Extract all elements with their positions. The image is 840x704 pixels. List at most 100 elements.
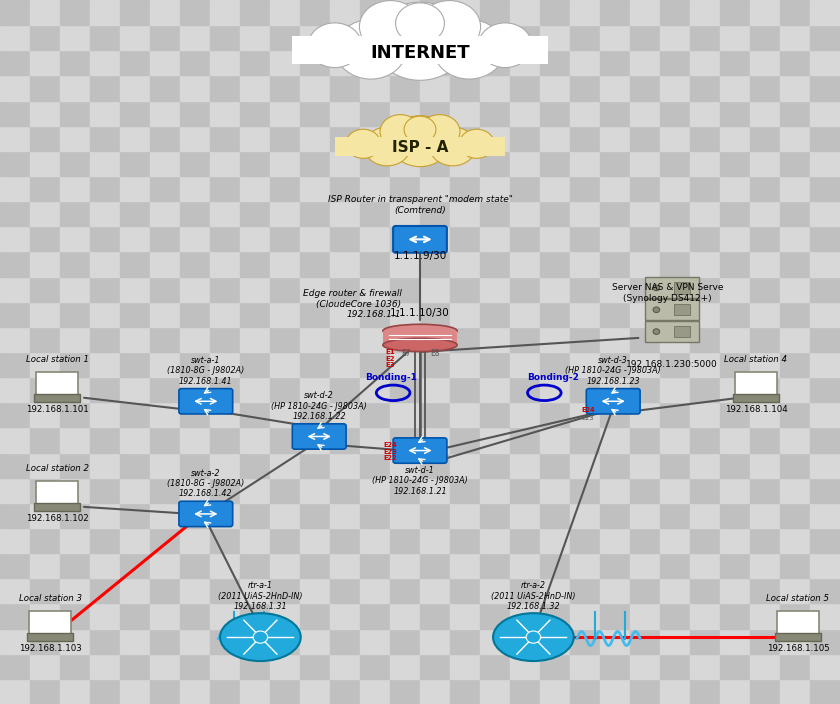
Bar [600, 277, 630, 302]
Bar [120, 654, 150, 679]
Bar [390, 377, 420, 402]
Text: 192.168.1.102: 192.168.1.102 [26, 514, 88, 523]
Bar [570, 352, 600, 377]
Bar [270, 327, 300, 352]
Bar [210, 578, 240, 603]
Bar [90, 0, 120, 25]
Bar [600, 352, 630, 377]
Bar [120, 0, 150, 25]
Bar [690, 654, 720, 679]
Bar [150, 50, 180, 75]
Bar [60, 603, 90, 629]
Bar [660, 251, 690, 277]
Text: swt-a-1
(1810-8G - J9802A)
192.168.1.41: swt-a-1 (1810-8G - J9802A) 192.168.1.41 [167, 356, 244, 386]
Bar [120, 151, 150, 176]
Bar [360, 377, 390, 402]
Bar [450, 201, 480, 226]
Bar [120, 75, 150, 101]
Bar [780, 50, 810, 75]
Bar [450, 176, 480, 201]
Bar [780, 679, 810, 704]
Bar [390, 578, 420, 603]
FancyBboxPatch shape [777, 611, 819, 636]
Text: Local station 2: Local station 2 [26, 464, 89, 473]
Bar [0, 427, 30, 453]
FancyBboxPatch shape [36, 372, 78, 397]
Text: Local station 3: Local station 3 [18, 594, 82, 603]
Bar [450, 478, 480, 503]
Bar [390, 50, 420, 75]
FancyBboxPatch shape [393, 438, 447, 463]
Bar [780, 553, 810, 578]
Bar [690, 352, 720, 377]
Bar [330, 453, 360, 478]
Bar [360, 402, 390, 427]
Bar [90, 352, 120, 377]
Bar [0, 503, 30, 528]
Bar [30, 151, 60, 176]
Bar [450, 603, 480, 629]
Bar [60, 50, 90, 75]
Bar [0, 277, 30, 302]
FancyBboxPatch shape [674, 326, 690, 337]
Bar [720, 603, 750, 629]
Bar [180, 578, 210, 603]
Bar [810, 277, 840, 302]
Bar [150, 603, 180, 629]
Circle shape [418, 1, 480, 53]
Text: 192.168.1.103: 192.168.1.103 [19, 644, 81, 653]
Bar [810, 453, 840, 478]
Bar [690, 101, 720, 126]
Bar [180, 101, 210, 126]
Text: 192.168.1.105: 192.168.1.105 [767, 644, 829, 653]
Bar [180, 503, 210, 528]
Bar [630, 679, 660, 704]
Bar [330, 226, 360, 251]
Bar [180, 201, 210, 226]
Bar [360, 75, 390, 101]
Bar [120, 679, 150, 704]
Bar [690, 201, 720, 226]
Bar [510, 679, 540, 704]
Text: swt-d-3
(HP 1810-24G - J9803A)
192.168.1.23: swt-d-3 (HP 1810-24G - J9803A) 192.168.1… [565, 356, 661, 386]
Bar [510, 277, 540, 302]
Bar [300, 402, 330, 427]
Bar [30, 427, 60, 453]
FancyBboxPatch shape [292, 424, 346, 449]
Bar [690, 453, 720, 478]
Bar [330, 478, 360, 503]
Bar [720, 478, 750, 503]
Bar [570, 327, 600, 352]
Bar [780, 201, 810, 226]
Ellipse shape [383, 325, 457, 337]
Circle shape [335, 20, 407, 79]
Bar [480, 377, 510, 402]
Bar [510, 251, 540, 277]
Bar [90, 427, 120, 453]
Bar [420, 277, 450, 302]
Bar [210, 377, 240, 402]
Bar [630, 302, 660, 327]
Bar [60, 503, 90, 528]
Bar [210, 654, 240, 679]
Bar [330, 427, 360, 453]
Bar [360, 126, 390, 151]
Bar [510, 427, 540, 453]
Bar [330, 553, 360, 578]
Bar [210, 503, 240, 528]
Bar [210, 478, 240, 503]
Bar [240, 578, 270, 603]
Bar [300, 126, 330, 151]
Bar [150, 553, 180, 578]
Bar [330, 377, 360, 402]
Bar [720, 503, 750, 528]
Bar [750, 101, 780, 126]
Bar [690, 226, 720, 251]
Bar [420, 126, 450, 151]
Bar [0, 478, 30, 503]
Bar [810, 553, 840, 578]
Bar [90, 603, 120, 629]
Bar [270, 402, 300, 427]
Bar [360, 427, 390, 453]
Bar [0, 25, 30, 50]
